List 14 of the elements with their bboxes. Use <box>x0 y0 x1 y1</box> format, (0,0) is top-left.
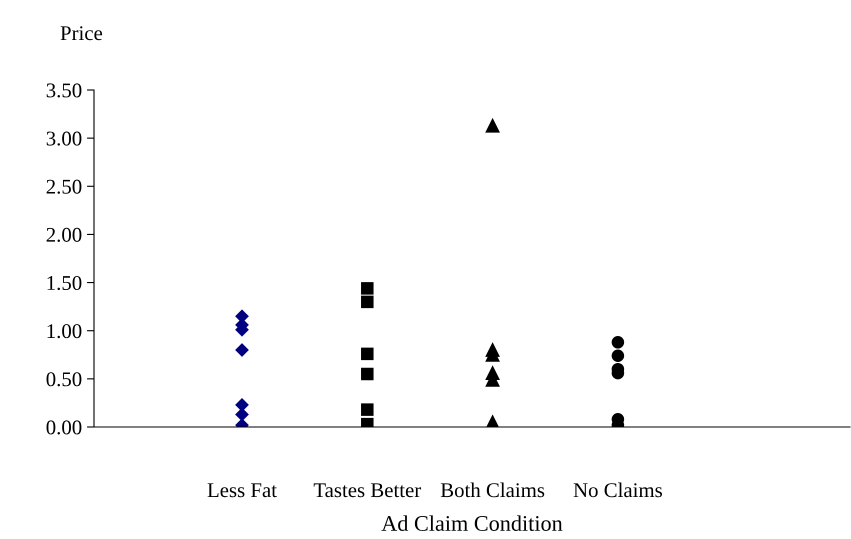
x-tick-label: Less Fat <box>208 483 277 498</box>
y-tick-label: 2.50 <box>46 180 82 194</box>
x-tick-label: Both Claims <box>440 482 544 498</box>
y-tick-label: 1.50 <box>48 276 82 290</box>
y-tick-label: 3.00 <box>46 132 82 146</box>
y-tick-label: 2.00 <box>46 228 82 242</box>
y-axis-title: Price <box>60 26 102 40</box>
x-axis-title: Ad Claim Condition <box>381 515 562 531</box>
y-tick-label: 3.50 <box>46 83 82 98</box>
y-tick-label: 1.00 <box>48 324 82 338</box>
x-tick-label: No Claims <box>574 482 662 498</box>
x-tick-label: Tastes Better <box>314 483 422 498</box>
y-tick-label: 0.50 <box>46 372 82 386</box>
y-tick-label: 0.00 <box>46 420 82 435</box>
